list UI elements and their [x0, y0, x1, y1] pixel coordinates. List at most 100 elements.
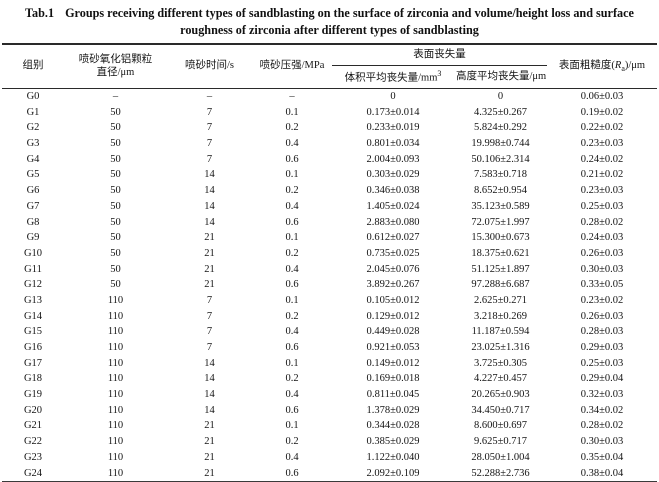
table-cell: 0: [497, 91, 504, 102]
table-row: G1 50 7 0.1 0.173±0.014 4.325±0.267 0.19±0.02: [2, 105, 657, 121]
table-cell: 21: [204, 467, 215, 479]
table-cell: –: [112, 91, 119, 102]
table-cell: 1.405±0.024: [366, 200, 420, 212]
table-row: G24 110 21 0.6 2.092±0.109 52.288±2.736 0.38±0…: [2, 466, 657, 482]
table-cell: 50: [110, 106, 121, 118]
table-row: G8 50 14 0.6 2.883±0.080 72.075±1.997 0.28±0.0…: [2, 215, 657, 231]
table-cell: 1.122±0.040: [366, 451, 420, 463]
table-cell: 0.4: [285, 200, 299, 212]
table-cell: 0.19±0.02: [580, 106, 624, 118]
table-cell: 2.625±0.271: [473, 294, 527, 306]
table-cell: 7: [206, 138, 213, 150]
table-cell: 50: [110, 247, 121, 259]
table-cell: 0.4: [285, 326, 299, 338]
table-cell: 0.1: [285, 169, 299, 181]
col-header-height-loss: 高度平均丧失量/μm: [454, 65, 547, 89]
table-row: G20 110 14 0.6 1.378±0.029 34.450±0.717 0.34±0…: [2, 403, 657, 419]
table-number: Tab.1: [25, 6, 55, 20]
table-cell: 0.921±0.053: [366, 342, 420, 353]
roughness-header-prefix: 表面粗糙度(: [558, 59, 615, 71]
table-cell: 0.25±0.03: [580, 357, 624, 369]
table-cell: 110: [107, 420, 124, 432]
volume-loss-label: 体积平均丧失量/mm: [344, 72, 438, 84]
table-cell: 0.2: [285, 247, 299, 259]
table-cell: 0.28±0.03: [580, 326, 624, 338]
table-cell: 2.092±0.109: [366, 467, 420, 479]
table-cell: 51.125±1.897: [471, 263, 530, 275]
table-cell: 0.29±0.03: [580, 342, 624, 353]
table-cell: 50: [110, 169, 121, 181]
table-cell: 50: [110, 216, 121, 228]
table-cell: 0.6: [285, 216, 299, 228]
table-cell: 0.149±0.012: [366, 357, 420, 369]
table-cell: 110: [107, 357, 124, 369]
table-row: G22 110 21 0.2 0.385±0.029 9.625±0.717 0.30±0.…: [2, 434, 657, 450]
particle-header-line1: 喷砂氧化铝颗粒: [78, 54, 153, 65]
table-cell: 110: [107, 373, 124, 385]
table-cell: 21: [204, 279, 215, 291]
table-caption: Tab.1 Groups receiving different types of…: [0, 0, 659, 38]
col-header-group: 组别: [2, 44, 64, 89]
table-cell: 21: [204, 451, 215, 463]
table-cell: 0.06±0.03: [580, 91, 624, 102]
table-cell: 34.450±0.717: [471, 404, 530, 416]
table-cell: 0.2: [285, 122, 299, 134]
table-row: G12 50 21 0.6 3.892±0.267 97.288±6.687 0.33±0.…: [2, 277, 657, 293]
table-cell: 0.233±0.019: [366, 122, 420, 134]
table-cell: G3: [26, 138, 40, 150]
table-cell: 14: [204, 404, 215, 416]
table-cell: G19: [23, 389, 43, 401]
table-cell: 0.811±0.045: [366, 389, 420, 401]
table-cell: 50: [110, 185, 121, 197]
table-cell: 0: [390, 91, 396, 102]
table-cell: 0.303±0.029: [366, 169, 420, 181]
table-row: G16 110 7 0.6 0.921±0.053 23.025±1.316 0.29±0.…: [2, 340, 657, 356]
table-cell: G8: [26, 216, 40, 228]
table-cell: 14: [204, 357, 215, 369]
table-cell: 0.173±0.014: [366, 106, 420, 118]
table-cell: G17: [23, 357, 43, 369]
table-cell: 8.600±0.697: [473, 420, 527, 432]
table-cell: 3.892±0.267: [366, 279, 420, 291]
table-row: G19 110 14 0.4 0.811±0.045 20.265±0.903 0.32±0…: [2, 387, 657, 403]
table-cell: 8.652±0.954: [473, 185, 527, 197]
table-cell: 9.625±0.717: [473, 436, 527, 448]
table-cell: 0.1: [285, 232, 299, 244]
table-cell: G10: [23, 247, 43, 259]
table-cell: 2.045±0.076: [366, 263, 420, 275]
table-cell: 50: [110, 200, 121, 212]
table-cell: G12: [23, 279, 43, 291]
table-cell: 0.23±0.02: [580, 294, 624, 306]
table-cell: 28.050±1.004: [471, 451, 530, 463]
table-cell: 0.30±0.03: [580, 263, 624, 275]
table-cell: 0.26±0.03: [580, 310, 624, 322]
table-cell: 0.1: [285, 420, 299, 432]
table-cell: 14: [204, 169, 215, 181]
table-caption-line2: roughness of zirconia after different ty…: [180, 22, 479, 37]
table-cell: 0.346±0.038: [366, 185, 420, 197]
table-cell: 0.22±0.02: [580, 122, 624, 134]
table-cell: 0.2: [285, 373, 299, 385]
table-row: G7 50 14 0.4 1.405±0.024 35.123±0.589 0.25±0.0…: [2, 199, 657, 215]
table-cell: 0.32±0.03: [580, 389, 624, 401]
table-cell: 0.24±0.02: [580, 153, 624, 165]
table-cell: 97.288±6.687: [471, 279, 530, 291]
table-cell: 0.33±0.05: [580, 279, 624, 291]
table-cell: 0.2: [285, 185, 299, 197]
table-cell: 110: [107, 342, 124, 353]
table-cell: 0.385±0.029: [366, 436, 420, 448]
data-table: 组别 喷砂氧化铝颗粒 直径/μm 喷砂时间/s 喷砂压强/MPa 表面丧失量 表…: [2, 43, 657, 482]
table-cell: G13: [23, 294, 43, 306]
col-header-time: 喷砂时间/s: [167, 44, 252, 89]
table-cell: 5.824±0.292: [473, 122, 527, 134]
table-cell: 7: [206, 106, 213, 118]
table-cell: 50: [110, 232, 121, 244]
table-cell: 15.300±0.673: [471, 232, 530, 244]
table-cell: 0.4: [285, 138, 299, 150]
table-cell: 52.288±2.736: [471, 467, 530, 479]
table-row: G5 50 14 0.1 0.303±0.029 7.583±0.718 0.21±0.02: [2, 167, 657, 183]
table-cell: G4: [26, 153, 40, 165]
table-cell: 0.6: [285, 404, 299, 416]
table-cell: 110: [107, 451, 124, 463]
table-cell: 0.4: [285, 389, 299, 401]
